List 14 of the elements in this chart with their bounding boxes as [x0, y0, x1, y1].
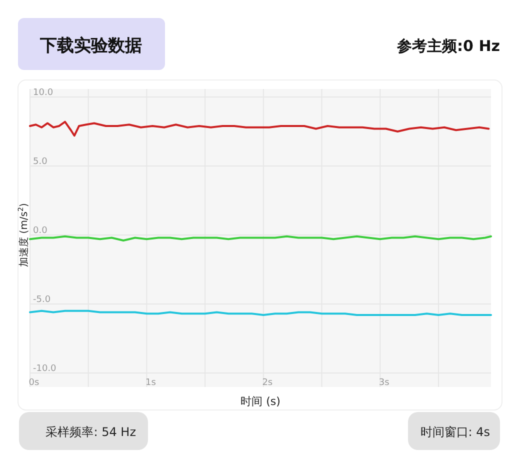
y-tick-label: -10.0 — [33, 364, 57, 374]
y-tick-label: -5.0 — [33, 295, 51, 305]
x-tick-label: 1s — [146, 378, 156, 388]
y-tick-label: 5.0 — [33, 157, 48, 167]
text: 采样频率: 54 Hz — [46, 425, 136, 439]
x-tick-label: 2s — [262, 378, 273, 388]
x-tick-label: 3s — [378, 378, 390, 388]
text: 时间窗口: 4s — [420, 425, 490, 439]
y-tick-label: 0.0 — [33, 226, 48, 236]
text: 参考主频:0 Hz — [396, 37, 500, 55]
text: 下载实验数据 — [39, 36, 142, 56]
x-axis-title: 时间 (s) — [240, 395, 280, 408]
x-tick-label: 0s — [28, 378, 40, 388]
y-tick-label: 10.0 — [33, 88, 54, 98]
